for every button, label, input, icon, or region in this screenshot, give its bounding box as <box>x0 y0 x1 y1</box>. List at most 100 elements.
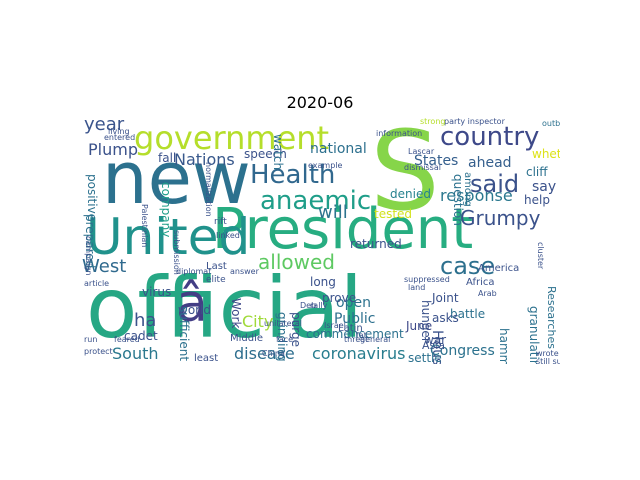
word: official <box>86 259 363 357</box>
word: help <box>524 193 550 207</box>
word: open <box>336 295 371 311</box>
word-cloud: official new S President United governme… <box>80 116 560 364</box>
word: Deb <box>300 301 317 310</box>
word: government <box>134 119 330 157</box>
word: fall <box>158 151 177 165</box>
word: run <box>84 335 98 344</box>
word: world <box>178 303 212 317</box>
word: company <box>159 182 173 238</box>
word: party inspector <box>444 117 505 126</box>
word: speech <box>244 147 287 161</box>
word: hammered <box>497 328 511 364</box>
word: coronavirus <box>312 344 406 363</box>
word: City <box>242 312 274 331</box>
word: threat <box>344 335 369 344</box>
word: land <box>408 283 426 292</box>
word: Palestinian <box>140 204 149 248</box>
word: country <box>440 122 540 152</box>
word: June <box>406 319 433 333</box>
word: unilateral <box>264 319 302 328</box>
word: hunger <box>419 300 433 343</box>
wordcloud-title: 2020-06 <box>286 93 354 112</box>
word: long <box>310 275 336 289</box>
word: article <box>84 279 110 288</box>
word: least <box>194 353 219 364</box>
word: feared <box>114 335 140 344</box>
word: denied <box>390 187 431 201</box>
word: Middle <box>230 333 264 344</box>
word: Lascar <box>408 147 435 156</box>
word: strong <box>420 117 446 126</box>
word: Plump <box>88 140 138 159</box>
word: fat <box>356 331 367 340</box>
word: â <box>176 274 208 334</box>
word: entered <box>104 133 136 142</box>
word: United <box>86 208 251 266</box>
word: Africa <box>466 277 495 288</box>
word: elite <box>206 275 226 285</box>
word: still survive <box>536 357 560 365</box>
word: among <box>462 172 473 207</box>
word: diplomat <box>176 267 212 276</box>
word: West <box>82 256 127 277</box>
word: Israel <box>324 321 346 330</box>
word: S <box>370 116 440 235</box>
word: say <box>532 179 557 195</box>
word: battle <box>450 307 486 321</box>
word: rift <box>214 217 227 227</box>
word: watch <box>271 134 285 171</box>
word: national <box>310 141 367 157</box>
word: general <box>360 335 391 344</box>
word: Health <box>250 160 336 190</box>
word: Arab <box>478 289 497 298</box>
word: linked <box>216 231 240 240</box>
word: virus <box>142 285 172 299</box>
word: allowed <box>258 250 335 274</box>
word: South <box>112 344 159 363</box>
word: America <box>478 263 520 274</box>
word: rally <box>310 301 328 310</box>
word: sufficient <box>177 306 191 362</box>
word: said <box>470 170 520 198</box>
word: anaemic <box>260 186 372 216</box>
word: war <box>424 333 447 347</box>
word: protect <box>84 347 113 356</box>
word: Researches <box>545 286 558 349</box>
word: prove <box>322 291 357 305</box>
word: cluster <box>536 242 545 270</box>
word: Nations <box>174 150 235 169</box>
word: year <box>84 116 125 135</box>
word: China <box>262 349 285 358</box>
word: cadet <box>124 329 158 343</box>
word: information <box>376 129 423 138</box>
word: tested <box>374 207 413 221</box>
word: outbreak <box>542 119 560 128</box>
word: States <box>414 153 459 169</box>
word: Asia <box>422 339 446 352</box>
word: Grumpy <box>460 206 541 230</box>
word: returned <box>350 237 402 251</box>
word: whether <box>532 147 560 161</box>
word: settle <box>408 351 442 364</box>
word: Last <box>206 261 227 272</box>
word: Joint <box>432 291 459 305</box>
word: disease <box>234 344 295 363</box>
word: wrote <box>536 349 559 358</box>
word: ha <box>134 310 157 331</box>
word: example <box>308 161 343 170</box>
word: commencement <box>306 327 404 341</box>
word: asks <box>432 311 459 325</box>
word: living <box>108 127 130 136</box>
word: normalization <box>204 162 213 217</box>
word: ahead <box>468 155 512 171</box>
word: Work <box>229 298 243 329</box>
word: dismissal <box>404 163 441 172</box>
word: suppressed <box>404 275 450 284</box>
word: Congress <box>430 343 495 359</box>
word: response <box>440 186 513 205</box>
word: case <box>440 252 496 280</box>
word: campaign <box>84 236 93 276</box>
word: Public <box>334 311 376 327</box>
word: face <box>276 335 294 344</box>
word: President <box>212 197 474 262</box>
